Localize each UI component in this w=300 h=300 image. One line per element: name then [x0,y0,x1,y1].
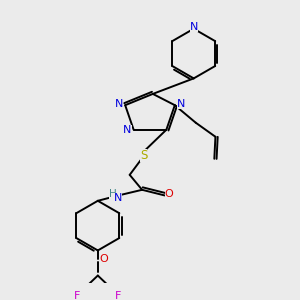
Text: N: N [115,99,123,109]
Text: N: N [177,99,185,109]
Text: F: F [115,291,122,300]
Text: H: H [110,189,117,199]
Text: O: O [164,189,173,199]
Text: S: S [140,149,147,163]
Text: N: N [123,125,132,135]
Text: F: F [74,291,80,300]
Text: N: N [190,22,198,32]
Text: N: N [114,193,122,203]
Text: O: O [99,254,108,264]
